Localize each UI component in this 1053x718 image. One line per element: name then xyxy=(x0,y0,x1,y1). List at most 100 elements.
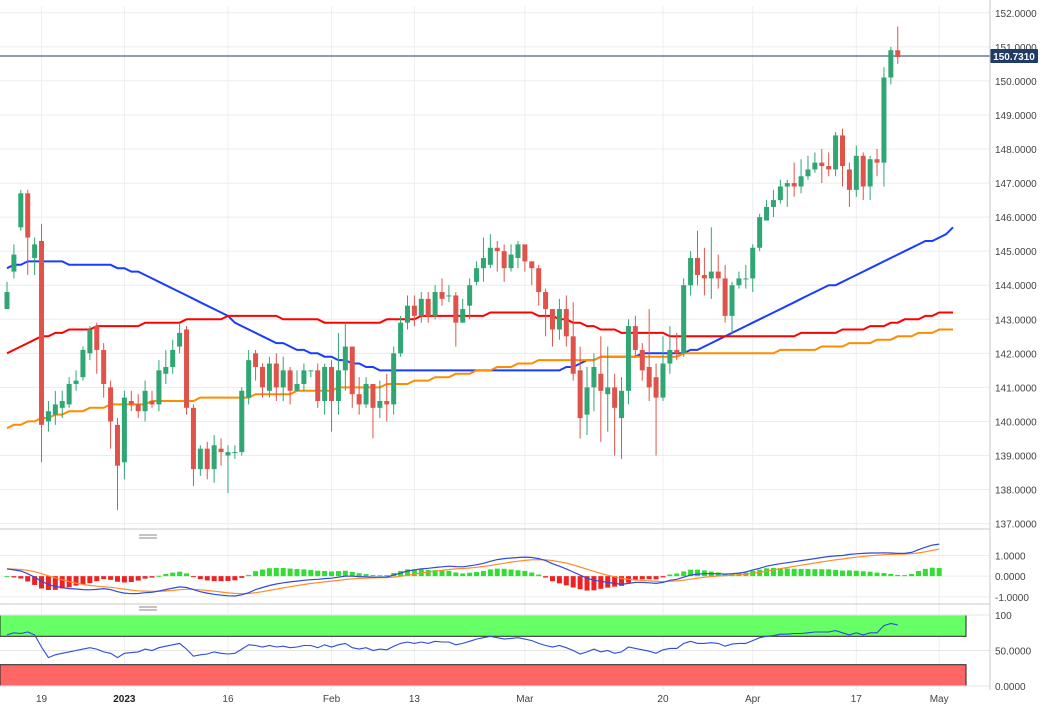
candle-body xyxy=(591,366,597,388)
macd-histogram-bar xyxy=(87,576,93,584)
macd-histogram-bar xyxy=(142,576,148,579)
candle xyxy=(708,227,714,299)
candle-body xyxy=(805,169,811,177)
macd-histogram-bar xyxy=(356,573,362,577)
candle xyxy=(190,404,196,487)
candle-body xyxy=(625,326,631,391)
candle-body xyxy=(135,404,141,412)
candle-body xyxy=(370,383,376,408)
candle xyxy=(280,356,286,402)
macd-histogram-bar xyxy=(177,571,183,577)
macd-histogram-bar xyxy=(225,576,231,581)
macd-histogram-bar xyxy=(722,573,728,577)
candle xyxy=(743,264,749,289)
macd-histogram-bar xyxy=(674,573,680,577)
price-tick-label: 144.0000 xyxy=(995,281,1037,292)
candle xyxy=(239,387,245,456)
candle-body xyxy=(114,424,120,466)
candle-body xyxy=(94,326,100,350)
macd-histogram-bar xyxy=(895,574,901,577)
price-tick-label: 145.0000 xyxy=(995,247,1037,258)
candle-body xyxy=(259,366,265,388)
macd-histogram-bar xyxy=(253,571,259,577)
panel-resize-handle-2[interactable] xyxy=(139,606,157,611)
macd-histogram-bar xyxy=(902,575,908,577)
candle-body xyxy=(777,186,783,201)
candle xyxy=(294,370,300,391)
candle xyxy=(391,346,397,415)
price-tick-label: 148.0000 xyxy=(995,145,1037,156)
macd-histogram-bar xyxy=(915,571,921,577)
candle-body xyxy=(225,452,231,456)
macd-histogram-bar xyxy=(329,571,335,577)
macd-histogram-bar xyxy=(695,569,700,577)
candle-body xyxy=(356,394,362,405)
candle-body xyxy=(25,193,31,238)
panel-resize-handle[interactable] xyxy=(139,534,157,539)
time-tick-label: Mar xyxy=(516,694,534,705)
macd-histogram-bar xyxy=(715,572,721,577)
candle xyxy=(411,295,417,327)
candle-body xyxy=(653,377,659,398)
candle xyxy=(308,370,314,378)
macd-histogram-bar xyxy=(32,576,38,585)
candle-body xyxy=(342,346,348,371)
candle-body xyxy=(632,326,638,350)
candle xyxy=(315,363,321,408)
candle xyxy=(895,26,901,64)
macd-histogram-bar xyxy=(784,568,790,577)
candle xyxy=(259,363,265,398)
macd-histogram-bar xyxy=(446,570,452,577)
candle-body xyxy=(895,50,901,58)
macd-histogram-bar xyxy=(480,571,486,577)
moving-average-lines xyxy=(6,226,954,430)
macd-histogram-bar xyxy=(184,573,190,577)
candle-body xyxy=(266,363,272,391)
candle-body xyxy=(860,155,866,187)
candle-body xyxy=(577,370,583,419)
rsi-tick-label: 50.0000 xyxy=(995,647,1032,658)
macd-histogram-bar xyxy=(646,576,652,580)
macd-histogram-bar xyxy=(653,576,659,580)
candle-body xyxy=(149,401,155,405)
candle xyxy=(356,377,362,415)
candle xyxy=(681,278,687,357)
candle xyxy=(570,302,576,381)
macd-histogram-bar xyxy=(922,568,928,577)
candle-body xyxy=(128,401,134,405)
candle-body xyxy=(439,292,445,299)
macd-histogram-bar xyxy=(619,576,625,586)
candle-body xyxy=(411,305,417,316)
candle xyxy=(598,336,604,442)
candle xyxy=(232,445,238,459)
candle xyxy=(211,435,217,483)
candle-body xyxy=(273,363,279,388)
candle-body xyxy=(239,390,245,453)
candle-body xyxy=(750,247,756,279)
candle-body xyxy=(287,370,293,391)
candle-body xyxy=(377,401,383,408)
candle xyxy=(218,438,224,466)
time-tick-label: 16 xyxy=(222,694,234,705)
macd-histogram-bar xyxy=(812,569,818,577)
candle xyxy=(543,288,549,337)
macd-histogram-bar xyxy=(515,570,521,577)
candle-body xyxy=(184,329,190,408)
candle xyxy=(784,179,790,207)
candle-body xyxy=(791,183,797,187)
moving-average-line xyxy=(6,328,953,430)
candle xyxy=(184,326,190,415)
candle xyxy=(667,326,673,374)
macd-histogram-bar xyxy=(411,569,417,577)
candle-body xyxy=(404,305,410,323)
candle xyxy=(536,264,542,306)
macd-histogram-bar xyxy=(294,569,300,577)
macd-signal-line xyxy=(6,548,940,595)
time-axis-labels: 19 2023 16 Feb 13 Mar 20 Apr 17 May xyxy=(36,694,949,705)
macd-histogram-bar xyxy=(204,576,210,581)
candle-body xyxy=(253,353,259,367)
candle xyxy=(639,343,645,381)
candle xyxy=(45,401,51,432)
candle-body xyxy=(522,244,528,262)
candle-body xyxy=(646,366,652,388)
